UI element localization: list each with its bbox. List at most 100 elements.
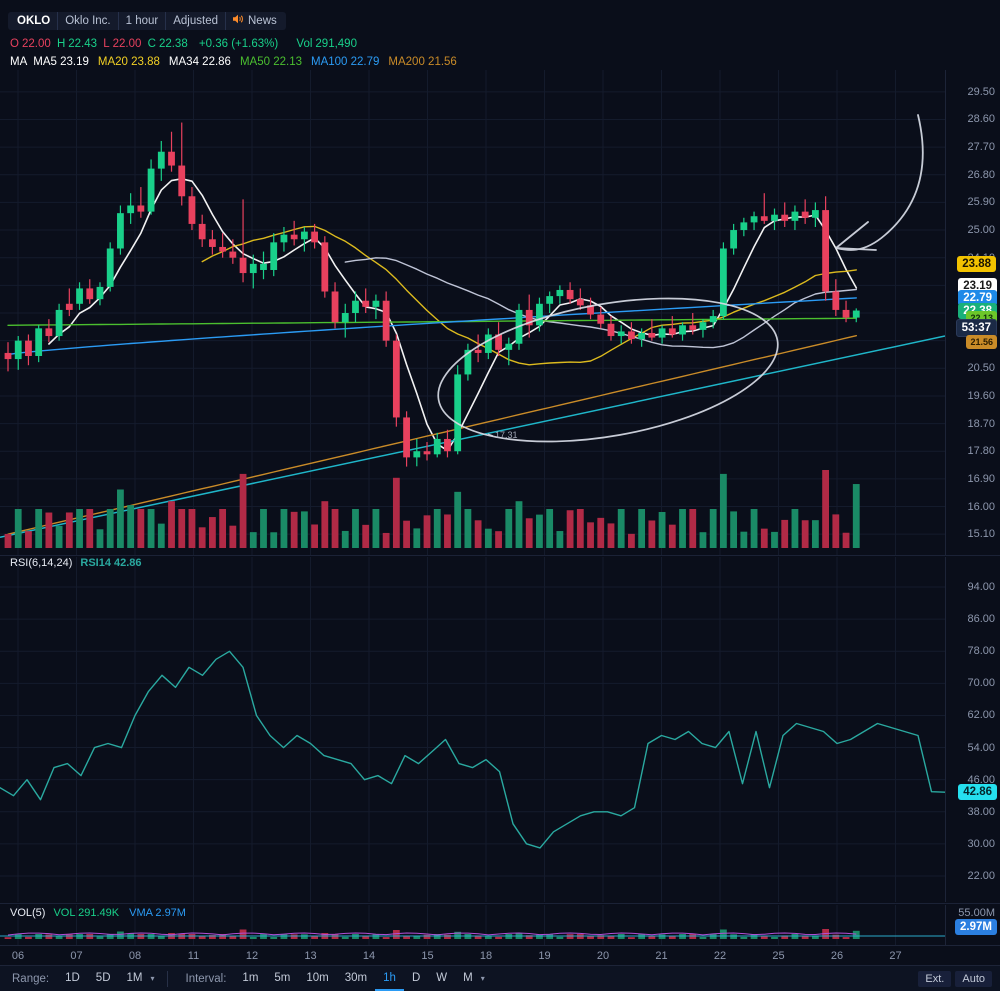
volume-plot-area[interactable] [0, 905, 945, 945]
time-tick: 13 [304, 950, 317, 962]
rsi-value-badge[interactable]: 42.86 [958, 784, 997, 801]
rsi-chart-svg [0, 557, 945, 902]
interval-caret-icon[interactable]: ▾ [480, 974, 485, 983]
price-axis[interactable]: 29.5028.6027.7026.8025.9025.0024.1023.20… [945, 70, 1000, 555]
rsi-header: RSI(6,14,24) RSI14 42.86 [10, 557, 152, 569]
toolbar-divider [166, 970, 168, 987]
interval-item-5m[interactable]: 5m [274, 972, 291, 984]
volume-value: 291,490 [315, 38, 357, 50]
ma100-price-badge[interactable]: 22.79 [958, 289, 997, 306]
volume-panel: VOL(5) VOL 291.49K VMA 2.97M 55.00M 2.97M [0, 905, 1000, 945]
rsi-tick: 46.00 [967, 773, 995, 786]
time-axis[interactable]: 06 07 08 11 12 13 14 15 18 19 20 21 22 25 26 27 [0, 945, 1000, 966]
toolbar-right-group: Ext. Auto [918, 970, 1000, 987]
ma-legend: MA MA5 23.19 MA20 23.88 MA34 22.86 MA50 22.1… [10, 56, 466, 69]
rsi-plot-area[interactable] [0, 557, 945, 902]
interval-item-m[interactable]: M [463, 972, 473, 984]
time-tick: 14 [362, 950, 376, 962]
price-tick: 29.50 [967, 85, 995, 98]
time-tick: 22 [713, 950, 727, 962]
low-label: L [103, 38, 110, 50]
time-tick: 20 [596, 950, 610, 962]
adjusted-label[interactable]: Adjusted [166, 12, 226, 30]
rsi-indicator-name[interactable]: RSI(6,14,24) [10, 557, 73, 569]
price-plot-area[interactable]: 17.31 [0, 70, 945, 555]
range-item-1d[interactable]: 1D [65, 972, 80, 984]
interval-item-d[interactable]: D [411, 972, 421, 984]
ma34-legend[interactable]: MA34 22.86 [168, 56, 231, 68]
panel-divider-2 [0, 903, 1000, 904]
range-group: Range: 1D 5D 1M ▾ [0, 966, 161, 991]
rsi-tick: 22.00 [967, 869, 995, 882]
time-tick: 11 [187, 950, 200, 962]
rsi-axis[interactable]: 94.00 86.00 78.00 70.00 62.00 54.00 46.00 38.00… [945, 557, 1000, 902]
low-value: 22.00 [112, 38, 142, 50]
auto-scale-button[interactable]: Auto [955, 970, 992, 987]
volume-readout: VOL 291.49K [53, 907, 120, 919]
vma-value-badge[interactable]: 2.97M [955, 919, 997, 935]
time-tick: 08 [128, 950, 142, 962]
interval-item-1h[interactable]: 1h [375, 966, 404, 991]
panel-divider-1 [0, 555, 1000, 556]
ohlc-readout: O 22.00 H 22.43 L 22.00 C 22.38 +0.36 (+1.63… [10, 38, 360, 51]
ext-hours-button[interactable]: Ext. [918, 970, 952, 987]
rsi-tick: 62.00 [967, 709, 995, 722]
rsi-tick: 70.00 [967, 677, 995, 690]
company-name: Oklo Inc. [58, 12, 119, 30]
ma20-legend[interactable]: MA20 23.88 [97, 56, 160, 68]
price-tick: 19.60 [967, 389, 995, 402]
time-tick: 06 [11, 950, 25, 962]
bottom-toolbar: Range: 1D 5D 1M ▾ Interval: 1m 5m 10m 30… [0, 965, 1000, 991]
price-tick: 18.70 [967, 417, 995, 430]
interval-item-1m[interactable]: 1m [242, 972, 259, 984]
interval-item-10m[interactable]: 10m [306, 972, 329, 984]
price-tick: 28.60 [967, 113, 995, 126]
range-item-5d[interactable]: 5D [95, 972, 111, 984]
time-tick: 25 [772, 950, 785, 962]
ma-legend-title: MA [10, 56, 28, 68]
time-tick: 07 [70, 950, 83, 962]
price-tick: 16.90 [967, 472, 995, 485]
countdown-badge[interactable]: 53:37 [955, 319, 997, 338]
time-tick: 18 [479, 950, 493, 962]
ma20-price-badge[interactable]: 23.88 [957, 256, 996, 273]
change-value: +0.36 (+1.63%) [198, 38, 279, 50]
price-panel: 17.31 29.5028.6027.7026.8025.9025.0024.1… [0, 70, 1000, 555]
symbol-bar: OKLO Oklo Inc. 1 hour Adjusted News [8, 12, 286, 30]
price-chart-svg: 17.31 [0, 70, 945, 555]
close-value: 22.38 [158, 38, 188, 50]
ma5-legend[interactable]: MA5 23.19 [33, 56, 89, 68]
interval-item-w[interactable]: W [436, 972, 448, 984]
rsi-panel: RSI(6,14,24) RSI14 42.86 94.00 86.00 78.00 7… [0, 557, 1000, 902]
symbol-ticker[interactable]: OKLO [10, 12, 59, 30]
high-value: 22.43 [68, 38, 98, 50]
close-label: C [147, 38, 156, 50]
volume-axis[interactable]: 55.00M 2.97M [945, 905, 1000, 945]
time-tick: 27 [889, 950, 902, 962]
ma100-legend[interactable]: MA100 22.79 [310, 56, 380, 68]
ma200-price-badge[interactable]: 21.56 [966, 335, 997, 350]
ma50-legend[interactable]: MA50 22.13 [239, 56, 302, 68]
range-label: Range: [12, 972, 50, 985]
timeframe-label[interactable]: 1 hour [119, 12, 167, 30]
rsi-tick: 54.00 [967, 741, 995, 754]
rsi-tick: 94.00 [967, 581, 995, 594]
svg-text:17.31: 17.31 [495, 430, 518, 440]
time-tick: 15 [421, 950, 434, 962]
time-tick: 19 [538, 950, 551, 962]
chart-header: OKLO Oklo Inc. 1 hour Adjusted News O 22.… [0, 0, 1000, 70]
volume-tick: 55.00M [958, 907, 995, 919]
price-tick: 25.90 [967, 196, 995, 209]
range-item-1m[interactable]: 1M [126, 972, 143, 984]
rsi-tick: 86.00 [967, 613, 995, 626]
news-button[interactable]: News [226, 12, 284, 30]
price-tick: 25.00 [967, 224, 995, 237]
ma5-price-badge[interactable]: 23.19 [958, 277, 997, 294]
interval-item-30m[interactable]: 30m [344, 972, 368, 984]
volume-indicator-name[interactable]: VOL(5) [10, 907, 46, 919]
ma200-legend[interactable]: MA200 21.56 [388, 56, 457, 68]
time-tick: 26 [830, 950, 844, 962]
vma-readout: VMA 2.97M [129, 907, 186, 919]
interval-label: Interval: [185, 972, 227, 985]
range-caret-icon[interactable]: ▾ [150, 974, 155, 983]
